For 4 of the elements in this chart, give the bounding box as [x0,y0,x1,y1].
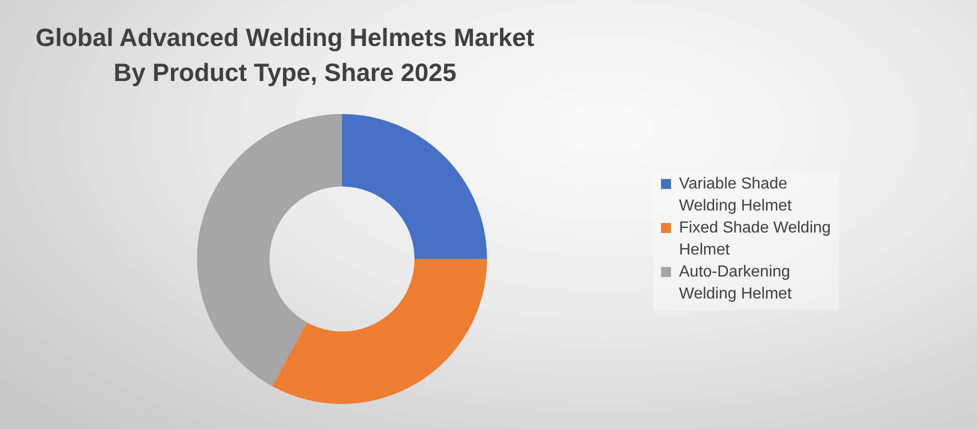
legend-label: Variable Shade Welding Helmet [679,175,792,214]
legend-label: Auto-Darkening Welding Helmet [679,263,792,302]
legend-label: Fixed Shade Welding Helmet [679,219,831,258]
chart-title: Global Advanced Welding Helmets Market By Product Type, Share 2025 [34,23,536,89]
